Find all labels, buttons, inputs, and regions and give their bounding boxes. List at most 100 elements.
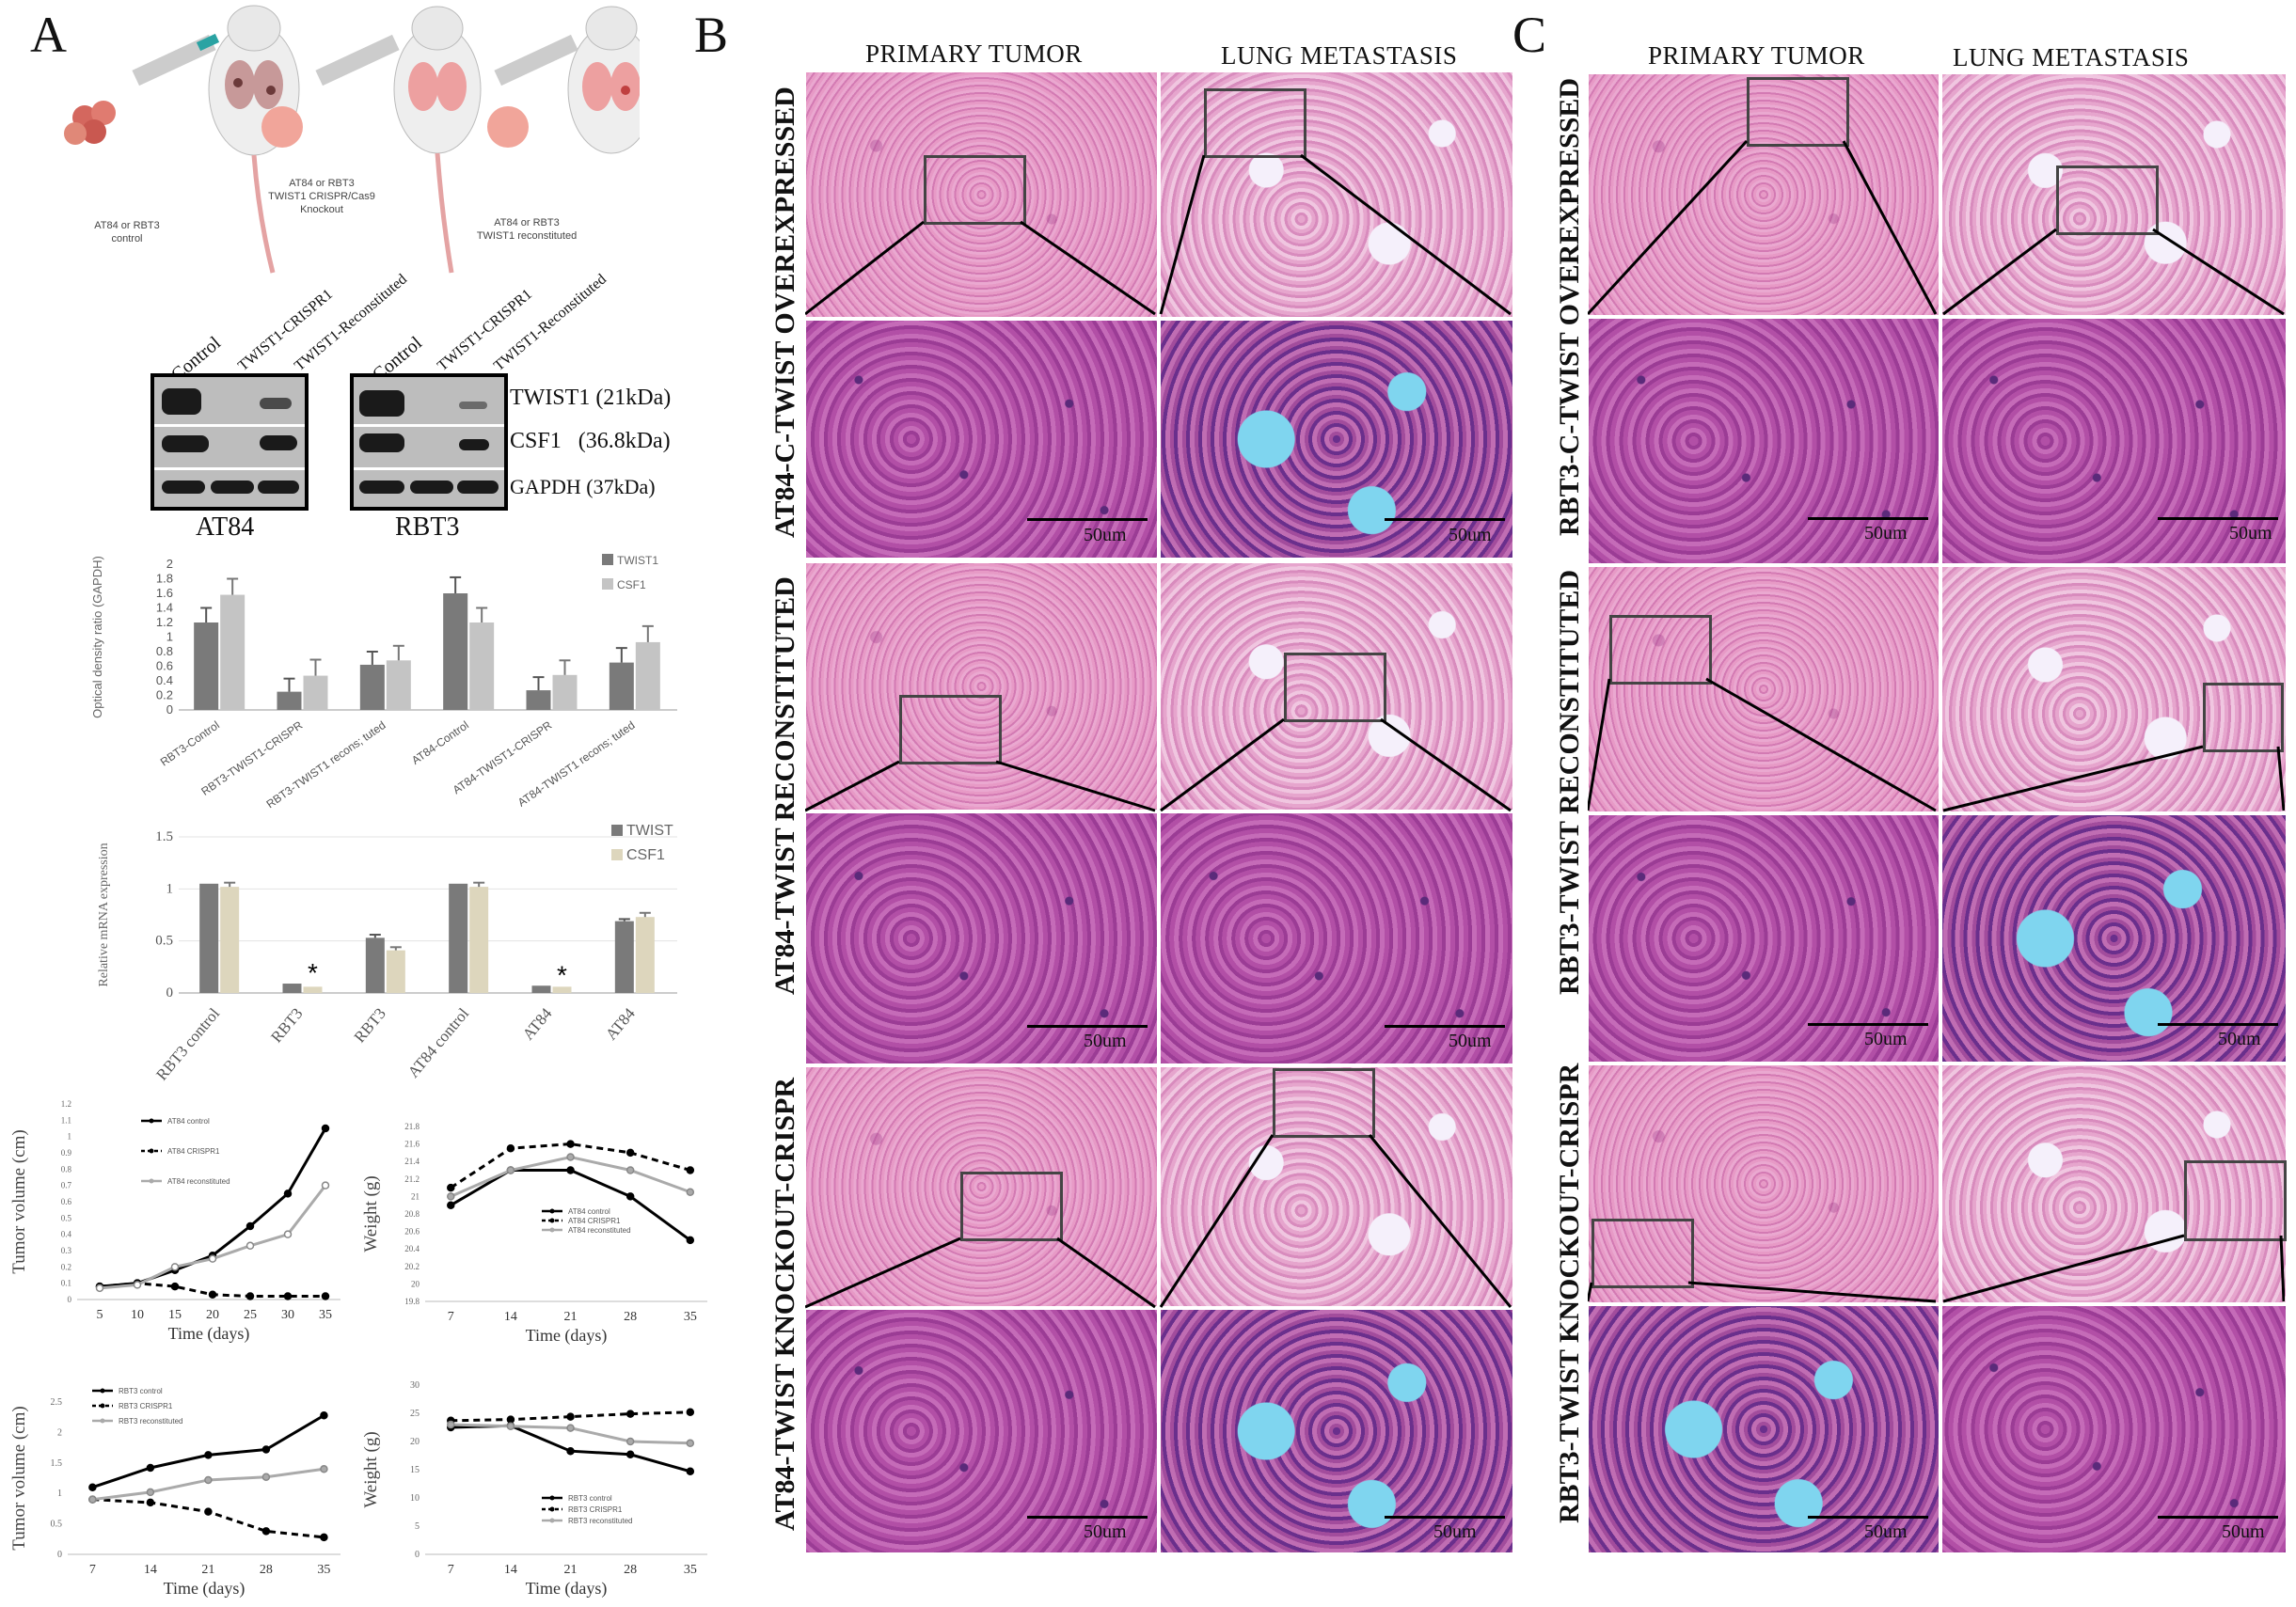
- y-tick-label: 0: [166, 702, 173, 717]
- scale-label: 50um: [1864, 1521, 1908, 1542]
- x-tick-label: 35: [684, 1310, 697, 1324]
- bar: [365, 937, 385, 993]
- western-blot-rbt3: [350, 373, 508, 511]
- legend-marker: [149, 1178, 154, 1184]
- y-tick-label: 2: [57, 1427, 62, 1438]
- bar: [531, 985, 551, 993]
- scale-bar: [1385, 1516, 1505, 1519]
- x-tick-label: 21: [564, 1310, 578, 1324]
- data-point: [88, 1495, 97, 1504]
- scale-label: 50um: [1084, 1521, 1127, 1542]
- legend-label: CSF1: [617, 578, 646, 591]
- histo-b2-primary-high: [805, 812, 1158, 1064]
- scale-bar: [2158, 1516, 2278, 1519]
- y-tick-label: 0: [166, 985, 174, 1000]
- x-tick-label: 14: [504, 1563, 517, 1577]
- y-tick-label: 0.6: [156, 659, 173, 673]
- x-tick-label: 28: [260, 1563, 273, 1577]
- band-label-twist1: TWIST1 (21kDa): [510, 386, 672, 410]
- x-tick-label: 14: [504, 1310, 517, 1324]
- y-tick-label: 1.4: [156, 601, 173, 615]
- x-tick-label: 10: [131, 1308, 144, 1322]
- band-label-csf1: CSF1 (36.8kDa): [510, 429, 671, 453]
- legend-swatch: [602, 578, 613, 590]
- histo-c1-lung-high: [1941, 318, 2287, 564]
- histo-c1-primary-low: [1588, 73, 1940, 316]
- data-point: [88, 1483, 97, 1491]
- legend-swatch: [611, 849, 623, 860]
- y-tick-label: 21.8: [404, 1122, 420, 1131]
- bar: [552, 986, 572, 993]
- x-tick-label: 5: [97, 1308, 103, 1322]
- scale-label: 50um: [1449, 525, 1492, 545]
- y-tick-label: 0.7: [61, 1181, 72, 1190]
- bar: [552, 674, 578, 710]
- data-point: [686, 1236, 695, 1245]
- x-tick-label: 28: [624, 1310, 637, 1324]
- series-line: [99, 1184, 327, 1290]
- y-tick-label: 1.2: [61, 1099, 71, 1109]
- data-point: [566, 1140, 575, 1148]
- x-tick-label: 15: [168, 1308, 182, 1322]
- x-tick-label: 35: [319, 1308, 332, 1322]
- legend-label: RBT3 CRISPR1: [568, 1505, 623, 1514]
- row-label-c-2: RBT3-TWIST RECONSTITUTED: [1554, 569, 1585, 995]
- y-tick-label: 1: [166, 881, 174, 896]
- y-tick-label: 1.1: [61, 1115, 71, 1125]
- zoom-box: [2056, 165, 2159, 235]
- histo-c2-lung-high: [1941, 814, 2287, 1063]
- row-label-b-2: AT84-TWIST RECONSTITUTED: [769, 576, 800, 995]
- data-point: [320, 1411, 328, 1420]
- mouse-label-line: AT84 or RBT3: [289, 178, 355, 189]
- y-tick-label: 1: [68, 1132, 72, 1142]
- x-tick-label: 35: [684, 1563, 697, 1577]
- histo-b3-primary-high: [805, 1309, 1158, 1553]
- histo-c3-primary-low: [1588, 1064, 1940, 1303]
- y-tick-label: 0: [57, 1550, 62, 1560]
- data-point: [283, 1292, 293, 1300]
- chart-at84-weight: 19.8 20 20.2 20.4 20.6 20.8 21 21.2 21.4 21.6 21.8…: [361, 1122, 707, 1345]
- data-point: [283, 1189, 293, 1198]
- legend-label: AT84 CRISPR1: [167, 1147, 220, 1156]
- scale-label: 50um: [1449, 1031, 1492, 1051]
- data-point: [447, 1192, 455, 1201]
- y-tick-label: 20.2: [404, 1262, 420, 1271]
- zoom-box: [1284, 653, 1386, 722]
- y-tick-label: 0.5: [51, 1520, 63, 1530]
- data-point: [625, 1166, 635, 1174]
- y-tick-label: 25: [410, 1409, 420, 1419]
- mouse-reconstituted-illustration: [487, 6, 640, 154]
- data-point: [566, 1446, 575, 1456]
- scale-bar: [2158, 517, 2278, 520]
- series-line: [451, 1410, 690, 1423]
- histo-b3-lung-high: [1160, 1309, 1513, 1553]
- data-point: [245, 1292, 255, 1300]
- y-axis-label: Weight (g): [361, 1175, 381, 1252]
- legend-marker: [549, 1227, 555, 1233]
- x-tick-label: 30: [281, 1308, 294, 1322]
- histo-b2-primary-low: [805, 562, 1158, 811]
- y-tick-label: 0.8: [61, 1164, 72, 1174]
- data-point: [566, 1153, 575, 1161]
- histo-b3-lung-low: [1160, 1066, 1513, 1307]
- bar: [282, 984, 302, 993]
- bar: [469, 622, 495, 710]
- mouse-label-line: AT84 or RBT3: [94, 220, 160, 231]
- histo-c1-primary-high: [1588, 318, 1940, 564]
- col-head-c-lung: LUNG METASTASIS: [1953, 43, 2190, 71]
- y-tick-label: 0.4: [156, 673, 173, 687]
- zoom-box: [1204, 88, 1306, 158]
- legend-label: AT84 control: [568, 1207, 610, 1216]
- bar: [526, 690, 551, 710]
- category-label: AT84: [602, 1004, 639, 1044]
- data-point: [447, 1420, 455, 1429]
- y-tick-label: 0.8: [156, 644, 173, 658]
- chart-rbt3-tumor-volume: 0 0.5 1 1.5 2 2.5 7 14 21 28 35 Time (days) Tumor vo…: [9, 1387, 340, 1599]
- mouse-label-line: Knockout: [300, 204, 343, 215]
- y-tick-label: 2: [166, 557, 173, 571]
- y-tick-label: 0.3: [61, 1246, 72, 1255]
- legend-label: RBT3 reconstituted: [119, 1417, 182, 1426]
- histo-c3-lung-high: [1941, 1305, 2287, 1553]
- data-point: [686, 1188, 695, 1196]
- chart-optical-density: 00.20.40.60.811.21.41.61.82 Optical densi…: [90, 554, 677, 809]
